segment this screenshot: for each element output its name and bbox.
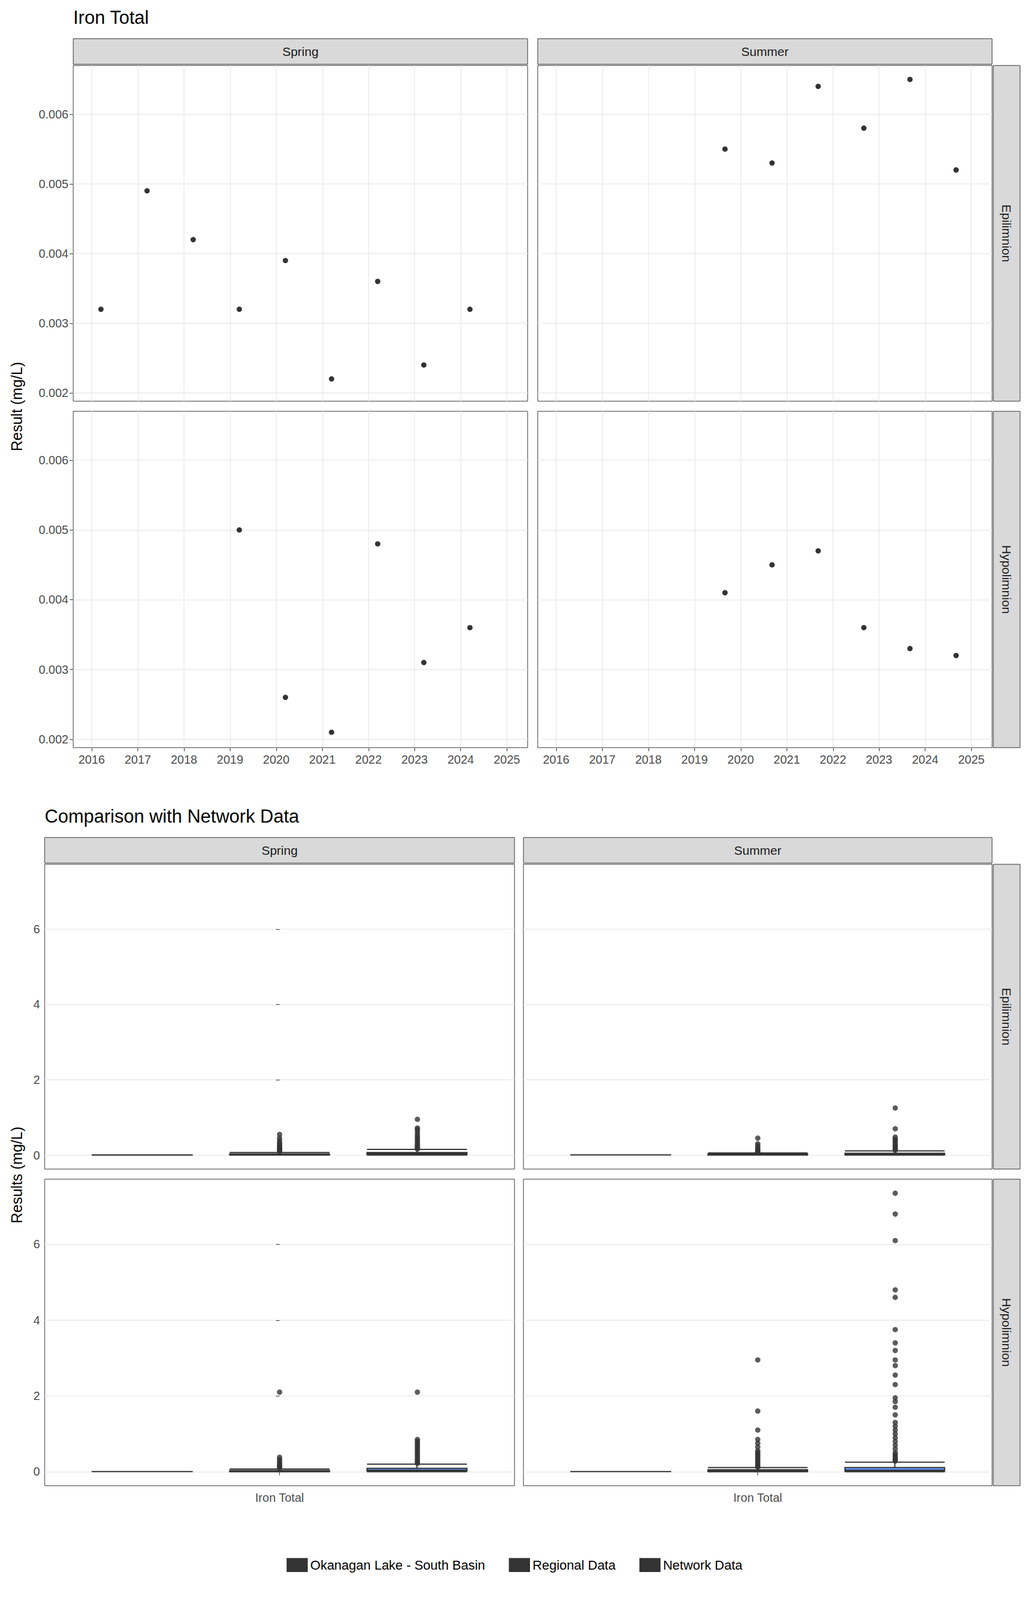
svg-text:Spring: Spring <box>261 843 298 858</box>
svg-text:2018: 2018 <box>170 753 198 767</box>
svg-text:2: 2 <box>33 1073 40 1087</box>
svg-text:6: 6 <box>33 923 40 937</box>
svg-text:Epilimnion: Epilimnion <box>999 988 1014 1047</box>
svg-text:0.005: 0.005 <box>38 523 69 537</box>
svg-text:2019: 2019 <box>216 753 244 767</box>
svg-text:2022: 2022 <box>819 753 847 767</box>
svg-text:0: 0 <box>33 1149 40 1163</box>
svg-text:0.004: 0.004 <box>38 247 69 261</box>
svg-text:0.005: 0.005 <box>38 177 69 191</box>
svg-text:0.003: 0.003 <box>38 316 69 330</box>
svg-text:0: 0 <box>33 1465 40 1479</box>
svg-text:0.004: 0.004 <box>38 593 69 607</box>
svg-text:2023: 2023 <box>865 753 893 767</box>
svg-text:Spring: Spring <box>282 44 319 59</box>
svg-text:2020: 2020 <box>263 753 291 767</box>
svg-text:2017: 2017 <box>588 753 616 767</box>
svg-text:Okanagan Lake - South Basin: Okanagan Lake - South Basin <box>310 1558 486 1574</box>
svg-text:Hypolimnion: Hypolimnion <box>999 545 1014 615</box>
svg-text:0.002: 0.002 <box>38 386 69 400</box>
svg-text:Network Data: Network Data <box>662 1558 743 1574</box>
svg-text:2018: 2018 <box>635 753 663 767</box>
svg-text:4: 4 <box>33 1314 40 1328</box>
svg-text:Regional Data: Regional Data <box>532 1558 616 1574</box>
svg-text:6: 6 <box>33 1238 40 1252</box>
svg-text:2021: 2021 <box>309 753 336 767</box>
svg-text:2022: 2022 <box>355 753 383 767</box>
svg-text:Results (mg/L): Results (mg/L) <box>8 1127 26 1225</box>
svg-text:0.003: 0.003 <box>38 663 69 677</box>
svg-text:2020: 2020 <box>727 753 755 767</box>
svg-text:Hypolimnion: Hypolimnion <box>999 1298 1014 1368</box>
svg-text:2021: 2021 <box>773 753 801 767</box>
svg-text:Result (mg/L): Result (mg/L) <box>8 362 26 452</box>
svg-text:2: 2 <box>33 1389 40 1403</box>
svg-text:Summer: Summer <box>734 843 782 858</box>
svg-text:2025: 2025 <box>958 753 985 767</box>
svg-text:Iron Total: Iron Total <box>255 1491 305 1505</box>
svg-text:2019: 2019 <box>681 753 709 767</box>
svg-text:2017: 2017 <box>124 753 152 767</box>
svg-text:2025: 2025 <box>493 753 521 767</box>
svg-text:2016: 2016 <box>78 753 106 767</box>
svg-text:0.006: 0.006 <box>38 107 69 121</box>
svg-text:2024: 2024 <box>911 753 939 767</box>
svg-text:0.002: 0.002 <box>38 733 69 747</box>
svg-text:4: 4 <box>33 998 40 1012</box>
svg-text:0.006: 0.006 <box>38 453 69 467</box>
svg-text:2023: 2023 <box>401 753 429 767</box>
svg-text:Iron Total: Iron Total <box>73 7 149 28</box>
svg-text:2024: 2024 <box>447 753 475 767</box>
svg-text:2016: 2016 <box>543 753 570 767</box>
svg-text:Iron Total: Iron Total <box>733 1491 783 1505</box>
svg-text:Epilimnion: Epilimnion <box>999 204 1014 263</box>
svg-text:Summer: Summer <box>741 44 789 59</box>
svg-text:Comparison with Network Data: Comparison with Network Data <box>44 806 300 828</box>
